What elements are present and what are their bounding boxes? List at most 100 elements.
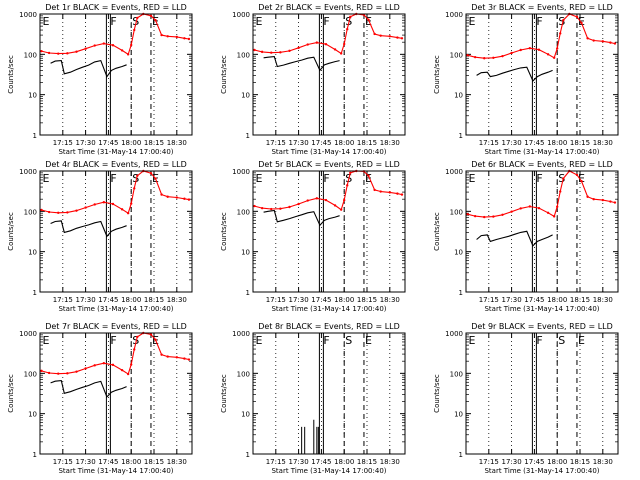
y-axis-label: Counts/sec (7, 374, 15, 413)
lld-point (324, 198, 328, 202)
lld-point (343, 198, 346, 202)
flag-label-e: E (365, 15, 372, 28)
lld-point (136, 174, 139, 178)
lld-point (102, 42, 106, 45)
x-axis-label: Start Time (31-May-14 17:00:40) (484, 148, 599, 156)
plot-frame (252, 13, 406, 136)
flag-label-e: E (469, 15, 476, 28)
lld-point (160, 33, 163, 37)
x-tick-label: 17:45 (98, 458, 118, 466)
flag-label-f: F (536, 334, 542, 347)
y-tick-label: 100 (450, 51, 463, 59)
y-tick-label: 10 (28, 411, 37, 419)
x-tick-label: 18:30 (593, 296, 613, 304)
x-tick-label: 18:15 (144, 296, 164, 304)
chart-panel: Det 6r BLACK = Events, RED = LLD 1 10 100 10… (433, 160, 619, 313)
y-axis-label: Counts/sec (220, 55, 228, 94)
lld-point (388, 191, 391, 194)
chart-title: Det 4r BLACK = Events, RED = LLD (45, 160, 187, 169)
y-axis-label: Counts/sec (7, 55, 15, 94)
events-rate-line (50, 220, 127, 238)
y-tick-label: 100 (24, 51, 37, 59)
chart-panel: Det 3r BLACK = Events, RED = LLD 1 10 100 10… (433, 3, 619, 156)
flag-label-s: S (558, 15, 565, 28)
lld-point (324, 43, 328, 46)
plot-frame (39, 332, 193, 455)
lld-point (586, 195, 589, 198)
lld-rate-line (41, 332, 190, 375)
flag-label-e: E (256, 15, 263, 28)
x-tick-label: 17:15 (53, 139, 73, 147)
lld-rate-line (41, 170, 190, 215)
x-tick-label: 17:30 (289, 139, 309, 147)
y-tick-label: 1 (33, 132, 37, 140)
y-axis-label: Counts/sec (433, 55, 441, 94)
y-tick-label: 100 (450, 370, 463, 378)
x-tick-label: 17:30 (76, 139, 96, 147)
x-tick-label: 18:30 (593, 139, 613, 147)
lld-point (339, 208, 343, 211)
x-tick-label: 18:15 (357, 296, 377, 304)
plot-frame (39, 13, 193, 136)
lld-point (613, 201, 617, 204)
lld-point (183, 197, 186, 200)
x-axis-label: Start Time (31-May-14 17:00:40) (484, 467, 599, 475)
y-tick-label: 100 (237, 51, 250, 59)
lld-point (154, 338, 157, 341)
lld-point (149, 333, 153, 336)
plot-frame (465, 332, 619, 455)
lld-point (166, 195, 169, 198)
flag-label-s: S (132, 334, 139, 347)
lld-point (75, 209, 78, 212)
x-tick-label: 17:45 (98, 139, 118, 147)
x-tick-label: 17:15 (479, 296, 499, 304)
x-tick-label: 18:00 (121, 296, 141, 304)
lld-point (400, 193, 404, 196)
x-tick-label: 17:15 (266, 458, 286, 466)
events-rate-line (476, 230, 553, 247)
lld-point (528, 46, 532, 50)
flag-label-f: F (323, 334, 329, 347)
lld-point (379, 34, 382, 37)
lld-point (47, 210, 51, 214)
lld-point (57, 372, 60, 375)
x-tick-label: 17:30 (502, 296, 522, 304)
lld-point (559, 190, 562, 193)
lld-point (187, 198, 191, 201)
events-rate-line (50, 59, 127, 78)
y-tick-label: 1 (459, 289, 463, 297)
x-tick-label: 17:15 (53, 296, 73, 304)
x-tick-label: 17:45 (311, 139, 331, 147)
chart-panel: Det 1r BLACK = Events, RED = LLD 1 10 100 10… (7, 3, 193, 156)
lld-rate-line (254, 170, 403, 211)
lld-point (586, 37, 589, 40)
y-tick-label: 10 (241, 249, 250, 257)
x-tick-label: 18:00 (121, 139, 141, 147)
x-tick-label: 18:15 (570, 139, 590, 147)
x-tick-label: 17:30 (76, 296, 96, 304)
lld-point (288, 205, 291, 209)
y-tick-label: 1000 (232, 11, 250, 19)
lld-point (396, 192, 399, 195)
lld-point (126, 372, 130, 376)
lld-point (130, 202, 133, 205)
lld-point (154, 177, 157, 180)
lld-point (279, 51, 282, 54)
x-tick-label: 18:30 (167, 458, 187, 466)
y-tick-label: 1000 (445, 11, 463, 19)
lld-point (120, 208, 124, 211)
flag-label-e: E (43, 15, 50, 28)
x-tick-label: 18:00 (121, 458, 141, 466)
plot-frame (252, 332, 406, 455)
flag-label-f: F (536, 172, 542, 185)
x-tick-label: 18:00 (547, 458, 567, 466)
lld-point (373, 32, 376, 36)
y-axis-label: Counts/sec (220, 374, 228, 413)
lld-point (187, 37, 191, 41)
x-tick-label: 17:15 (53, 458, 73, 466)
lld-point (580, 179, 583, 183)
x-tick-label: 17:30 (289, 296, 309, 304)
lld-point (492, 56, 495, 60)
y-tick-label: 1 (459, 451, 463, 459)
lld-point (613, 42, 617, 45)
